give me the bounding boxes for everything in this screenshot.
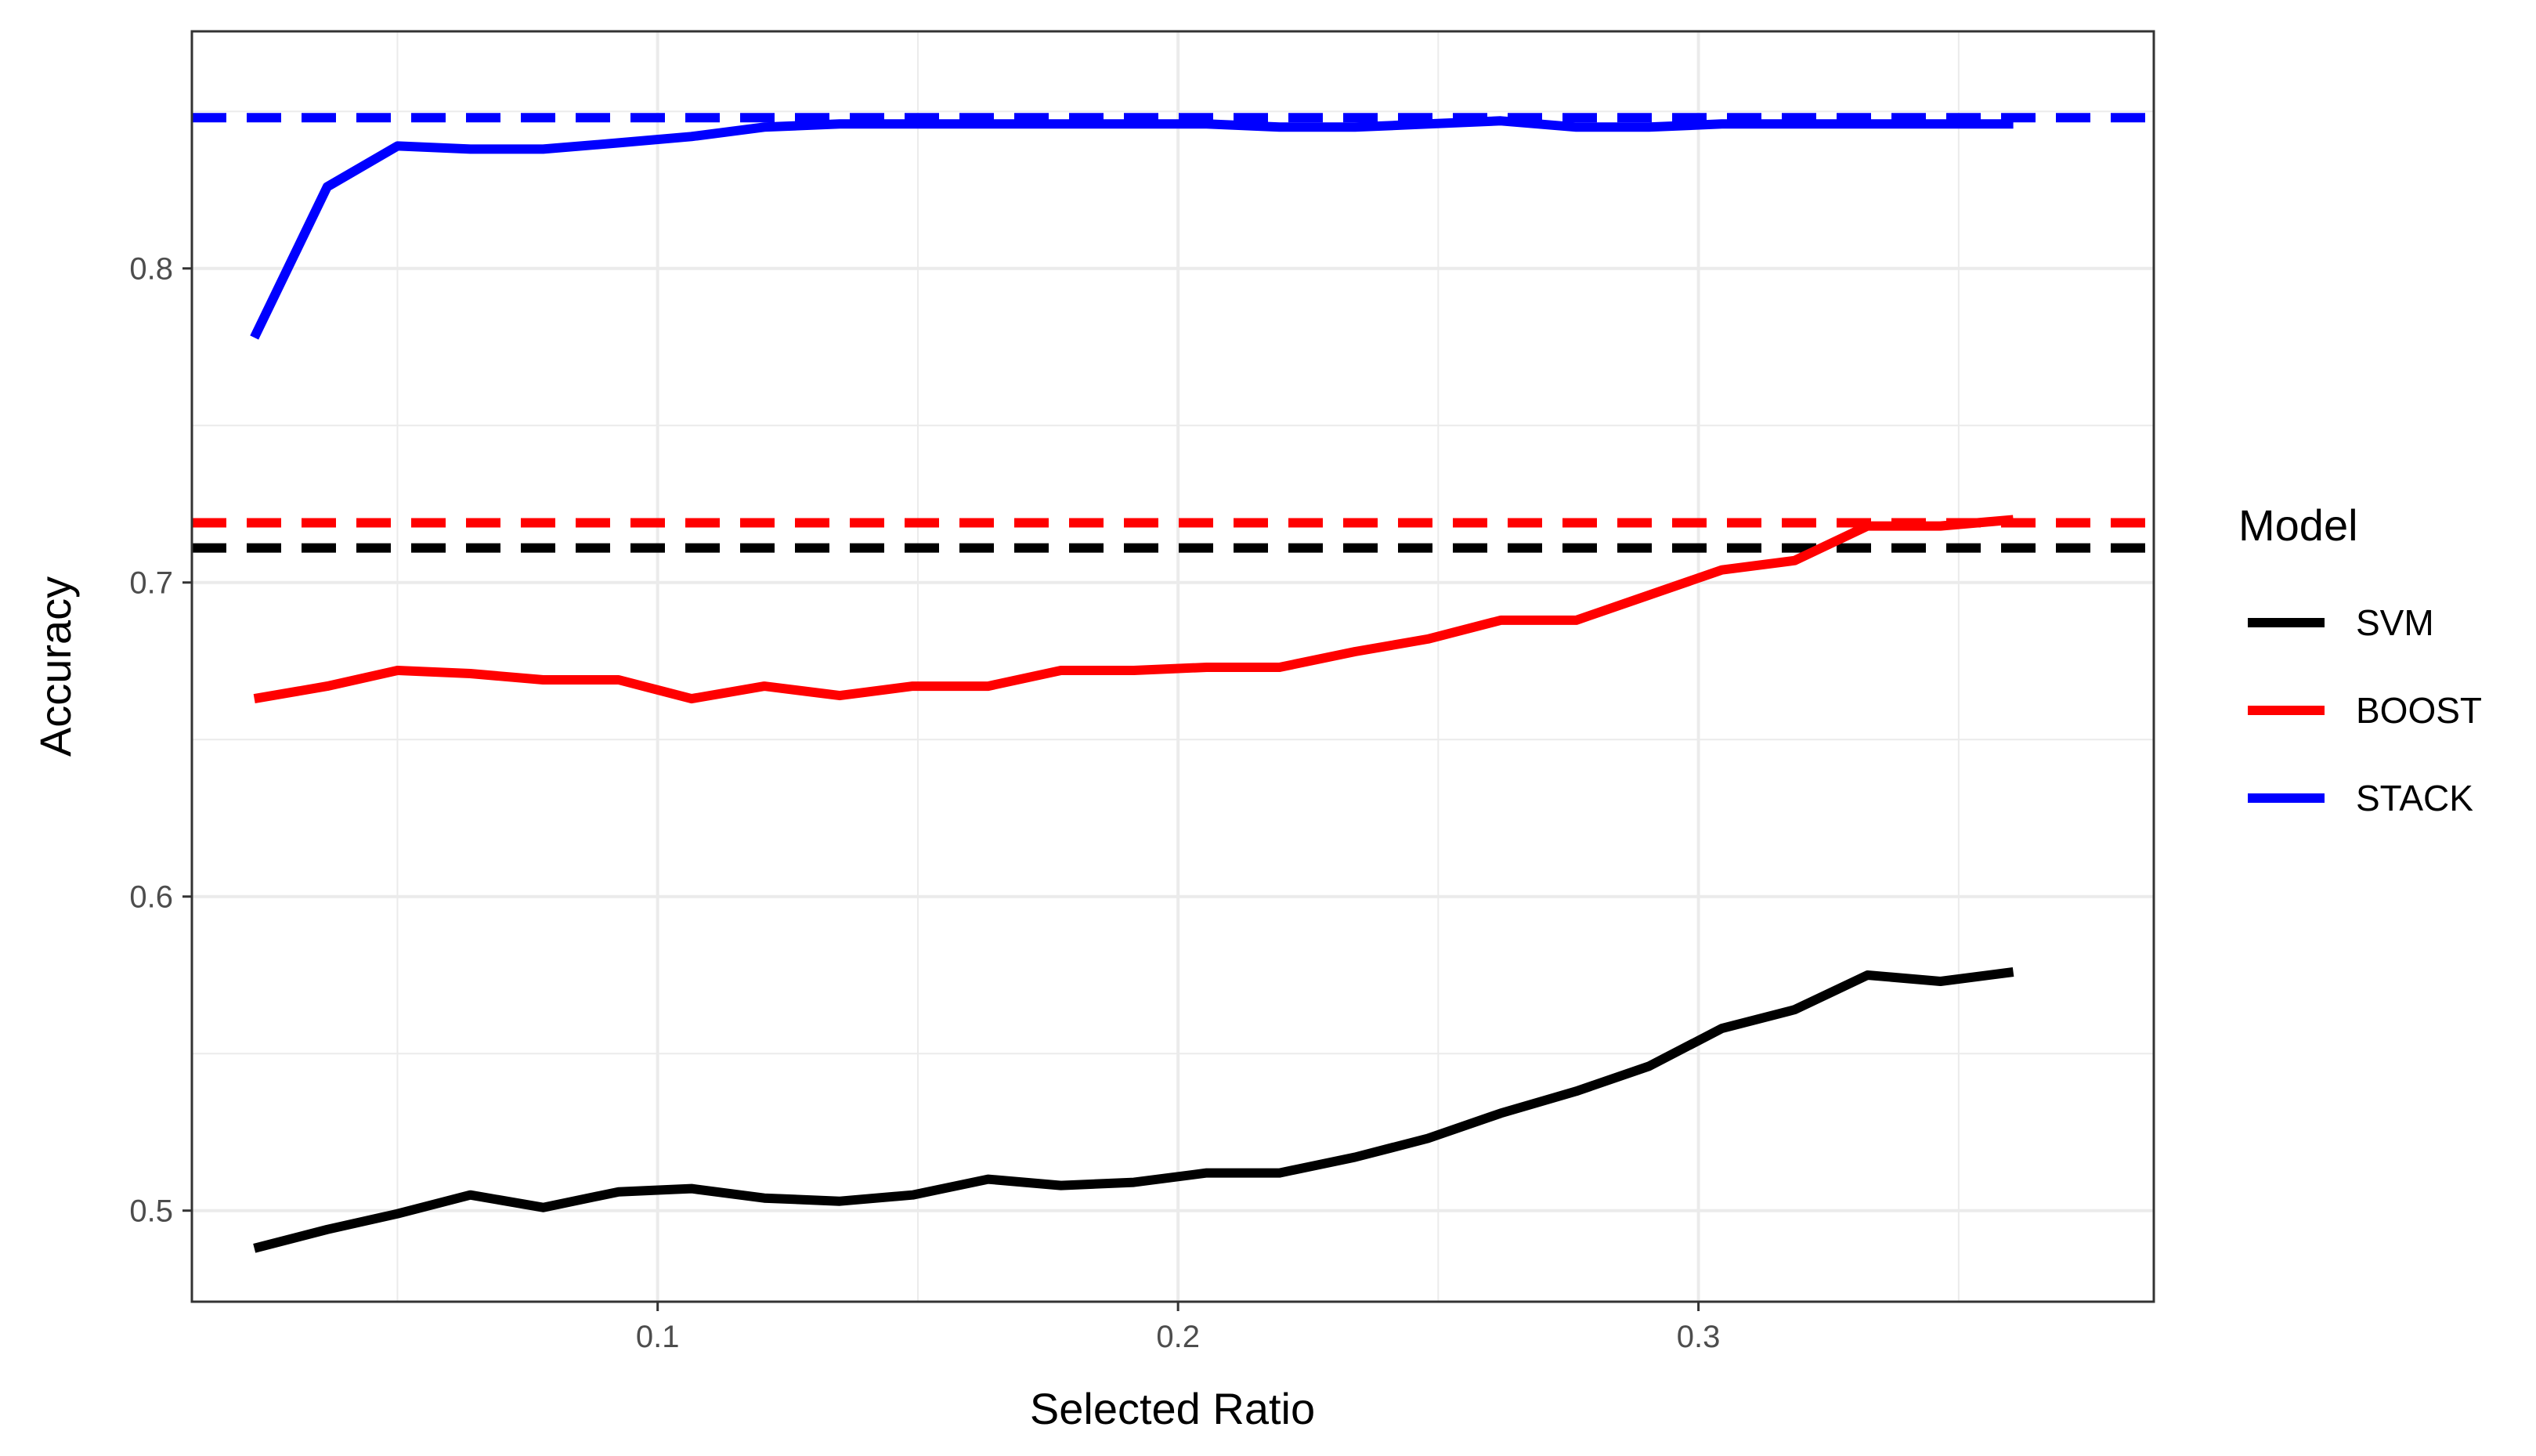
plot-panel-border — [190, 30, 2155, 1303]
y-axis-title: Accuracy — [31, 576, 80, 757]
x-tick-label: 0.1 — [636, 1320, 680, 1354]
legend-label-stack: STACK — [2356, 778, 2473, 818]
y-axis: 0.5 0.6 0.7 0.8 — [129, 252, 192, 1229]
grid-minor — [192, 31, 2154, 1302]
y-tick-label: 0.6 — [129, 880, 173, 915]
series-line-svm — [253, 967, 2014, 1253]
legend-entries: SVM BOOST STACK — [2248, 602, 2482, 818]
y-tick-label: 0.5 — [129, 1194, 173, 1229]
legend-title: Model — [2238, 500, 2358, 550]
series-line-boost — [253, 515, 2014, 704]
series-line-stack — [250, 116, 2014, 340]
y-tick-label: 0.8 — [129, 252, 173, 287]
x-tick-label: 0.2 — [1156, 1320, 1200, 1354]
series-lines — [250, 116, 2014, 1253]
x-tick-label: 0.3 — [1677, 1320, 1721, 1354]
y-tick-label: 0.7 — [129, 566, 173, 601]
x-axis: 0.1 0.2 0.3 — [636, 1302, 1721, 1354]
legend: Model SVM BOOST STACK — [2238, 500, 2482, 818]
x-axis-title: Selected Ratio — [1030, 1384, 1315, 1433]
legend-label-svm: SVM — [2356, 602, 2434, 643]
legend-label-boost: BOOST — [2356, 690, 2482, 731]
